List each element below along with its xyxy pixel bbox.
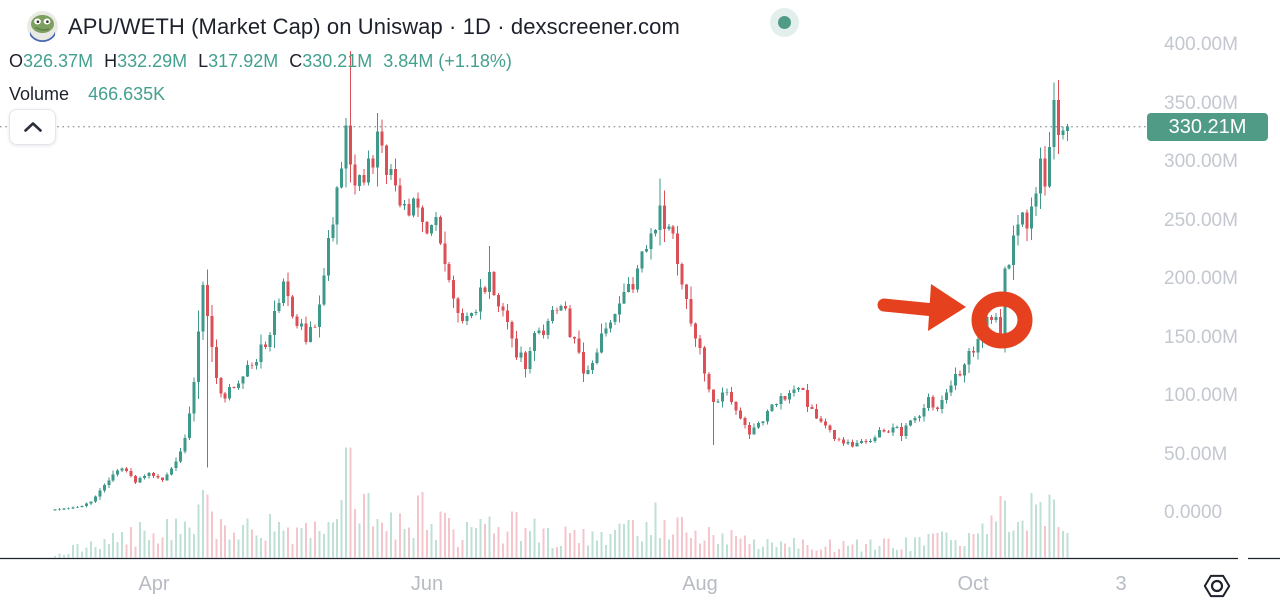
close-value: 330.21M <box>302 51 373 71</box>
hexagon-adjust-icon <box>1203 574 1231 598</box>
red-arrow-shaft <box>877 298 941 317</box>
open-label: O <box>9 51 24 71</box>
low-label: L <box>198 51 209 71</box>
volume-readout: Volume 466.635K <box>9 84 165 105</box>
chart-title: APU/WETH (Market Cap) on Uniswap · 1D · … <box>68 13 680 39</box>
volume-bars <box>54 447 1069 558</box>
last-price-badge: 330.21M <box>1147 113 1268 141</box>
red-arrow-head <box>928 284 966 331</box>
pair-logo-icon <box>27 11 58 42</box>
close-label: C <box>289 51 303 71</box>
status-dot-inner <box>778 16 791 29</box>
chevron-up-icon <box>23 122 42 132</box>
high-value: 332.29M <box>117 51 188 71</box>
volume-value: 466.635K <box>88 84 166 104</box>
open-value: 326.37M <box>23 51 94 71</box>
change-value: 3.84M (+1.18%) <box>383 51 512 71</box>
candles <box>53 50 1069 511</box>
red-circle-annotation <box>971 291 1033 349</box>
red-marker-annotation <box>877 284 1033 349</box>
chart-settings-button[interactable] <box>1202 571 1232 601</box>
ohlc-readout: O 326.37M H 332.29M L 317.92M C 330.21M … <box>9 51 512 72</box>
high-label: H <box>104 51 118 71</box>
collapse-legend-button[interactable] <box>9 109 56 145</box>
chart-header: APU/WETH (Market Cap) on Uniswap · 1D · … <box>27 11 680 42</box>
live-status-dot <box>770 8 799 37</box>
low-value: 317.92M <box>208 51 279 71</box>
volume-label: Volume <box>9 84 70 104</box>
